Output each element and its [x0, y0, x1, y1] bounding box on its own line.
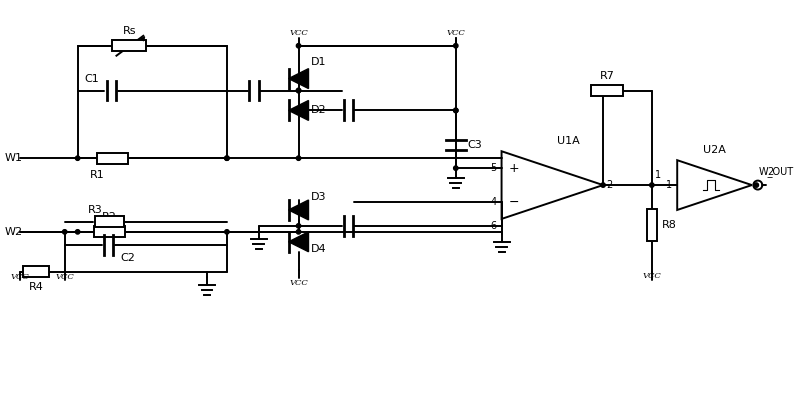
- Circle shape: [75, 230, 80, 234]
- Circle shape: [296, 88, 301, 93]
- Text: D1: D1: [310, 57, 326, 67]
- Circle shape: [454, 108, 458, 113]
- Text: VCC: VCC: [289, 29, 308, 37]
- Text: VCC: VCC: [289, 278, 308, 286]
- Circle shape: [454, 44, 458, 48]
- Circle shape: [225, 156, 229, 160]
- Bar: [591, 85, 623, 96]
- Text: W_OUT: W_OUT: [758, 166, 794, 177]
- Circle shape: [296, 88, 301, 93]
- Text: U1A: U1A: [558, 136, 580, 146]
- Text: R4: R4: [28, 282, 43, 292]
- Text: VCC: VCC: [446, 29, 465, 37]
- Text: 2: 2: [606, 180, 612, 190]
- Text: 6: 6: [490, 221, 497, 231]
- Circle shape: [650, 183, 654, 187]
- Polygon shape: [289, 232, 309, 252]
- Text: R1: R1: [90, 170, 105, 180]
- Text: 1: 1: [666, 180, 672, 190]
- Text: −: −: [509, 196, 519, 208]
- Polygon shape: [289, 100, 309, 120]
- Circle shape: [296, 156, 301, 160]
- Text: VCC: VCC: [55, 273, 74, 281]
- Circle shape: [454, 166, 458, 170]
- Text: D4: D4: [310, 244, 326, 254]
- Text: R7: R7: [600, 70, 614, 80]
- Text: R2: R2: [102, 212, 117, 222]
- Text: U2A: U2A: [703, 145, 726, 155]
- Text: 5: 5: [490, 163, 497, 173]
- Circle shape: [62, 230, 67, 234]
- Circle shape: [454, 108, 458, 113]
- Text: C2: C2: [120, 253, 135, 263]
- Text: Rs: Rs: [122, 26, 136, 36]
- Text: R3: R3: [88, 205, 103, 215]
- Polygon shape: [289, 69, 309, 88]
- Text: C1: C1: [84, 74, 99, 84]
- Bar: [113, 40, 146, 51]
- Text: W2: W2: [5, 227, 23, 237]
- Circle shape: [75, 156, 80, 160]
- Text: D3: D3: [310, 192, 326, 202]
- Text: +: +: [509, 162, 519, 175]
- Text: VCC: VCC: [642, 272, 662, 280]
- Circle shape: [296, 224, 301, 228]
- Text: VCC: VCC: [10, 273, 30, 281]
- Circle shape: [601, 183, 606, 187]
- Text: C3: C3: [468, 140, 482, 150]
- Bar: [23, 266, 49, 277]
- Circle shape: [225, 156, 229, 160]
- Circle shape: [225, 230, 229, 234]
- Bar: [94, 216, 124, 227]
- Text: 4: 4: [490, 197, 497, 207]
- Bar: [94, 226, 126, 237]
- Text: 2: 2: [766, 167, 773, 177]
- Polygon shape: [289, 200, 309, 220]
- Text: R8: R8: [662, 220, 677, 230]
- Circle shape: [296, 230, 301, 234]
- Circle shape: [754, 183, 758, 187]
- Text: 1: 1: [655, 170, 661, 180]
- Circle shape: [296, 44, 301, 48]
- Bar: [97, 153, 128, 164]
- Bar: [647, 209, 657, 241]
- Text: W1: W1: [5, 153, 23, 163]
- Text: D2: D2: [310, 106, 326, 116]
